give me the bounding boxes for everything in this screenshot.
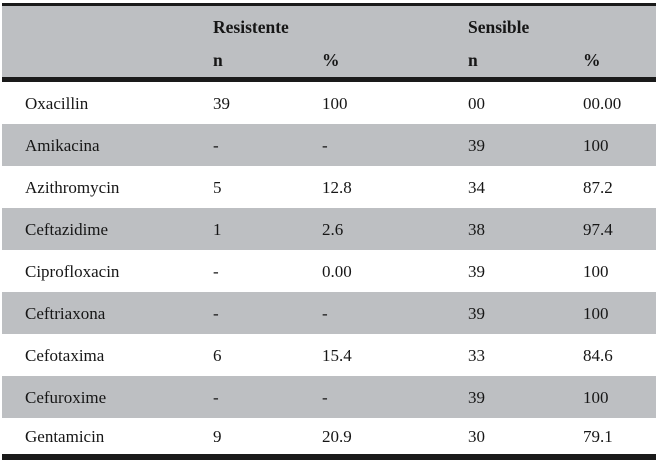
resistente-n-value: 5 bbox=[213, 177, 222, 197]
sensible-n-value: 30 bbox=[468, 426, 485, 446]
antibiotic-name: Ceftriaxona bbox=[25, 303, 106, 323]
resistente-n-value: - bbox=[213, 261, 219, 281]
resistente-pct-value: 100 bbox=[322, 93, 348, 113]
sensible-n-value: 00 bbox=[468, 93, 485, 113]
antibiotic-name: Ciprofloxacin bbox=[25, 261, 120, 281]
antibiotic-name: Amikacina bbox=[25, 135, 100, 155]
antibiotic-name: Oxacillin bbox=[25, 93, 89, 113]
table-header: Resistente Sensible n % n % bbox=[2, 6, 656, 77]
table-row: Ceftazidime 1 2.6 38 97.4 bbox=[2, 208, 656, 250]
sensible-n-value: 39 bbox=[468, 135, 485, 155]
sub-header-row: n % n % bbox=[2, 44, 656, 77]
sensible-n-value: 39 bbox=[468, 303, 485, 323]
table-row: Cefotaxima 6 15.4 33 84.6 bbox=[2, 334, 656, 376]
group-header-resistente: Resistente bbox=[213, 16, 289, 37]
table-body: Oxacillin 39 100 00 00.00 Amikacina - - … bbox=[2, 82, 656, 454]
table-top-rule bbox=[2, 3, 656, 6]
subheader-sensible-pct: % bbox=[583, 49, 601, 70]
sensible-pct-value: 100 bbox=[583, 135, 609, 155]
resistente-n-value: - bbox=[213, 387, 219, 407]
antibiotic-susceptibility-table: Resistente Sensible n % n % Oxacillin 39… bbox=[2, 3, 656, 460]
sensible-pct-value: 79.1 bbox=[583, 426, 613, 446]
resistente-pct-value: 2.6 bbox=[322, 219, 344, 239]
resistente-pct-value: - bbox=[322, 303, 328, 323]
table-bottom-rule bbox=[2, 454, 656, 460]
resistente-n-value: 39 bbox=[213, 93, 230, 113]
antibiotic-name: Cefotaxima bbox=[25, 345, 105, 365]
resistente-n-value: 6 bbox=[213, 345, 222, 365]
sensible-pct-value: 00.00 bbox=[583, 93, 622, 113]
sensible-pct-value: 100 bbox=[583, 261, 609, 281]
resistente-pct-value: - bbox=[322, 135, 328, 155]
table-row: Ceftriaxona - - 39 100 bbox=[2, 292, 656, 334]
resistente-n-value: - bbox=[213, 303, 219, 323]
group-header-row: Resistente Sensible bbox=[2, 11, 656, 44]
table-row: Ciprofloxacin - 0.00 39 100 bbox=[2, 250, 656, 292]
group-header-sensible: Sensible bbox=[468, 16, 530, 37]
sensible-pct-value: 100 bbox=[583, 303, 609, 323]
antibiotic-name: Ceftazidime bbox=[25, 219, 109, 239]
sensible-n-value: 39 bbox=[468, 261, 485, 281]
antibiotic-name: Azithromycin bbox=[25, 177, 120, 197]
resistente-n-value: - bbox=[213, 135, 219, 155]
sensible-n-value: 39 bbox=[468, 387, 485, 407]
resistente-pct-value: 0.00 bbox=[322, 261, 352, 281]
sensible-n-value: 33 bbox=[468, 345, 485, 365]
table-row: Cefuroxime - - 39 100 bbox=[2, 376, 656, 418]
antibiotic-name: Gentamicin bbox=[25, 426, 105, 446]
resistente-pct-value: 20.9 bbox=[322, 426, 352, 446]
sensible-pct-value: 97.4 bbox=[583, 219, 613, 239]
resistente-n-value: 9 bbox=[213, 426, 222, 446]
resistente-pct-value: 15.4 bbox=[322, 345, 352, 365]
subheader-resistente-n: n bbox=[213, 49, 223, 70]
sensible-pct-value: 100 bbox=[583, 387, 609, 407]
subheader-resistente-pct: % bbox=[322, 49, 340, 70]
sensible-n-value: 38 bbox=[468, 219, 485, 239]
antibiotic-name: Cefuroxime bbox=[25, 387, 107, 407]
subheader-sensible-n: n bbox=[468, 49, 478, 70]
resistente-n-value: 1 bbox=[213, 219, 222, 239]
sensible-pct-value: 87.2 bbox=[583, 177, 613, 197]
table-row: Amikacina - - 39 100 bbox=[2, 124, 656, 166]
header-separator-rule bbox=[2, 77, 656, 82]
sensible-pct-value: 84.6 bbox=[583, 345, 613, 365]
table-row: Oxacillin 39 100 00 00.00 bbox=[2, 82, 656, 124]
resistente-pct-value: 12.8 bbox=[322, 177, 352, 197]
resistente-pct-value: - bbox=[322, 387, 328, 407]
sensible-n-value: 34 bbox=[468, 177, 485, 197]
table-row: Gentamicin 9 20.9 30 79.1 bbox=[2, 418, 656, 454]
table-row: Azithromycin 5 12.8 34 87.2 bbox=[2, 166, 656, 208]
